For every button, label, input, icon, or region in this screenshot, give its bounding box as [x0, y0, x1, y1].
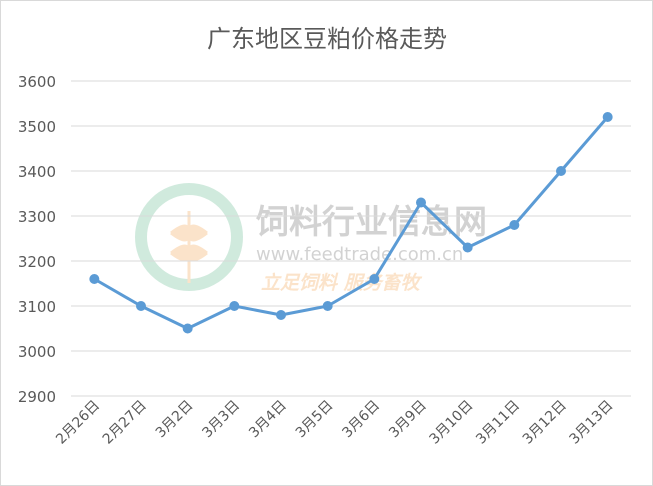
- y-tick-label: 3000: [18, 343, 56, 361]
- x-tick-label: 2月26日: [53, 398, 103, 448]
- data-point: [369, 274, 380, 284]
- y-tick-label: 3100: [18, 298, 56, 316]
- y-tick-label: 2900: [18, 388, 56, 406]
- data-point: [462, 242, 473, 253]
- data-point: [136, 301, 146, 311]
- x-tick-label: 3月4日: [246, 398, 290, 442]
- x-tick-label: 2月27日: [100, 398, 150, 448]
- data-point: [416, 197, 426, 208]
- data-point: [89, 274, 100, 284]
- x-tick-label: 3月10日: [426, 398, 476, 448]
- data-point: [602, 112, 613, 122]
- chart-title: 广东地区豆粕价格走势: [207, 25, 447, 53]
- data-point: [276, 310, 286, 320]
- data-point: [509, 220, 520, 230]
- x-tick-label: 3月9日: [386, 398, 430, 442]
- watermark-slogan: 立足饲料 服务畜牧: [261, 272, 423, 294]
- y-tick-label: 3300: [18, 208, 56, 226]
- data-point: [182, 323, 193, 334]
- wheat-icon: [170, 211, 208, 283]
- x-tick-label: 3月11日: [473, 398, 523, 448]
- data-point: [322, 301, 333, 311]
- x-tick-label: 3月3日: [199, 398, 243, 442]
- y-tick-label: 3400: [18, 163, 56, 181]
- x-tick-label: 3月12日: [520, 398, 570, 448]
- data-point: [556, 166, 566, 176]
- x-tick-label: 3月6日: [339, 398, 383, 442]
- watermark-name: 饲料行业信息网: [256, 202, 487, 241]
- x-tick-label: 3月13日: [566, 398, 616, 448]
- watermark-circle: [135, 183, 243, 291]
- x-tick-label: 3月2日: [153, 398, 197, 442]
- watermark-logo: 饲料行业信息网 www.feedtrade.com.cn 立足饲料 服务畜牧: [135, 183, 487, 294]
- series-line: [93, 116, 609, 330]
- watermark-url: www.feedtrade.com.cn: [256, 244, 463, 265]
- y-tick-label: 3200: [18, 253, 56, 271]
- y-tick-label: 3600: [18, 73, 56, 91]
- y-tick-label: 3500: [18, 118, 56, 136]
- x-tick-label: 3月5日: [293, 398, 337, 442]
- data-point: [229, 301, 240, 311]
